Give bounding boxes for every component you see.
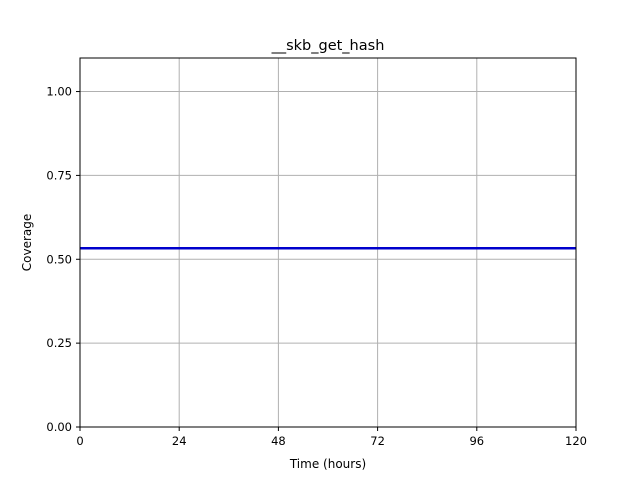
- chart-title: __skb_get_hash: [271, 38, 385, 54]
- x-tick-label: 48: [271, 434, 286, 448]
- x-tick-label: 72: [370, 434, 385, 448]
- y-tick-label: 1.00: [46, 85, 72, 99]
- x-tick-label: 120: [565, 434, 587, 448]
- y-axis-label: Coverage: [20, 214, 34, 272]
- ticks: 0 24 48 72 96 120 0.00 0.25 0.50 0.75 1.00: [46, 85, 587, 448]
- x-axis-label: Time (hours): [289, 457, 366, 471]
- x-tick-label: 24: [172, 434, 187, 448]
- plot-frame: [79, 57, 577, 428]
- plot-background: [80, 58, 576, 427]
- x-tick-label: 0: [76, 434, 83, 448]
- y-tick-label: 0.75: [46, 168, 72, 182]
- y-tick-label: 0.25: [46, 336, 72, 350]
- x-tick-label: 96: [469, 434, 484, 448]
- y-tick-label: 0.00: [46, 420, 72, 434]
- grid: [79, 58, 577, 428]
- y-tick-label: 0.50: [46, 252, 72, 266]
